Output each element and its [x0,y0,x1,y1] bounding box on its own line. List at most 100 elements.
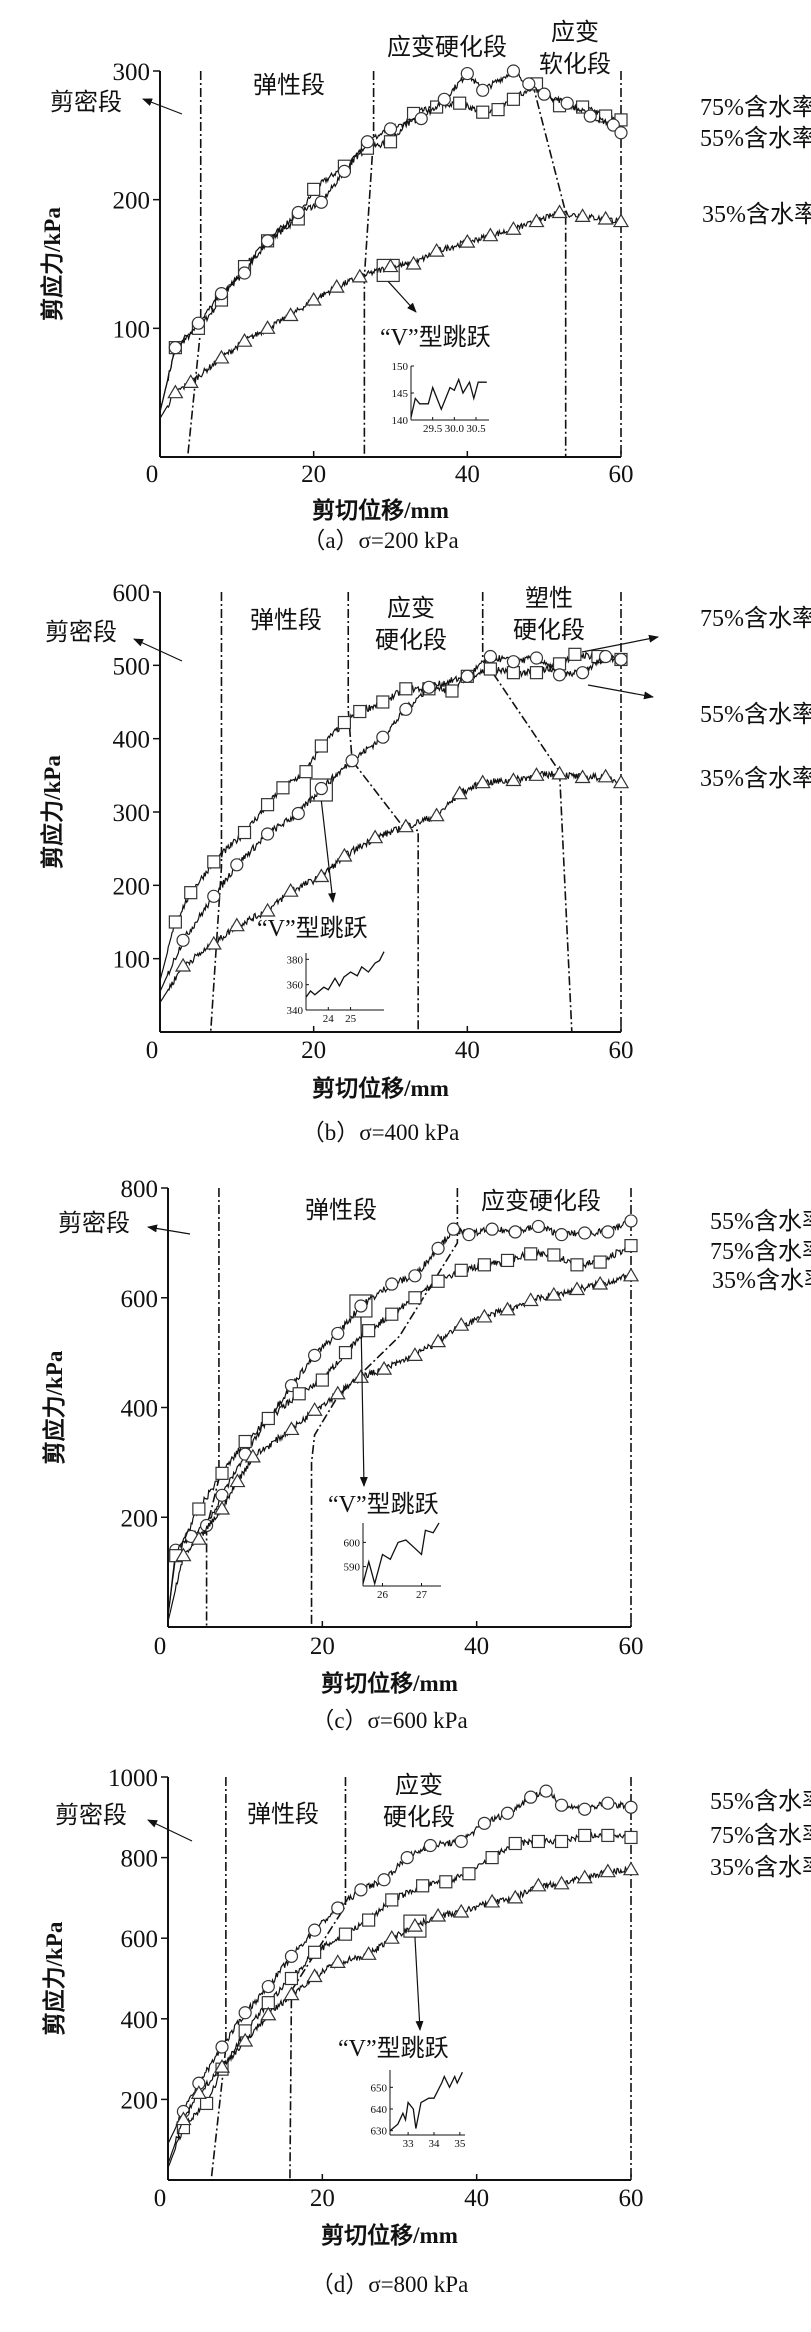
y-tick-label: 100 [113,947,151,974]
square-marker [477,1258,491,1272]
inset-y-tick-label: 380 [287,954,304,966]
triangle-marker [476,1308,493,1323]
square-marker [385,1893,399,1907]
panel-c: 0 20 40 60 200 400 600 800 剪切位移/mm 剪应力/kPa （c）σ=60… [41,1176,811,1733]
y-tick-label: 400 [121,2007,159,2034]
stage-label: 弹性段 [305,1197,377,1224]
triangle-marker [352,1369,369,1383]
triangle-marker [213,1500,231,1515]
inset-y-tick-label: 590 [344,1562,361,1574]
x-tick-label: 40 [455,1037,480,1064]
triangle-marker [505,221,522,235]
circle-marker [524,1790,538,1804]
inset-y-tick-label: 140 [392,415,409,427]
square-marker [362,1913,376,1927]
square-marker [508,1836,522,1851]
dilatancy-arrow [133,638,183,662]
square-marker [308,1945,322,1959]
triangle-marker [282,883,299,897]
stage-label: 弹性段 [250,607,322,634]
triangle-marker [612,213,630,228]
circle-marker [199,1518,214,1533]
dilatancy-arrow [147,1819,193,1842]
square-marker [439,1875,453,1889]
square-marker [338,1927,353,1941]
y-axis-title: 剪应力/kPa [39,207,65,321]
circle-marker [624,1214,638,1228]
circle-marker [446,1222,461,1236]
circle-marker [191,316,206,330]
inset-line [389,2071,463,2132]
circle-marker [506,655,521,669]
triangle-marker [507,1889,524,1904]
stage-label: 弹性段 [253,72,325,99]
square-marker [338,1346,353,1360]
v-jump-arrow [320,800,336,903]
square-marker [500,1253,515,1268]
x-tick-label: 40 [455,461,480,488]
triangle-marker [482,227,499,242]
circle-marker [554,1798,569,1812]
square-marker [383,135,398,149]
y-tick-label: 200 [113,188,151,215]
triangle-marker [213,2058,231,2073]
inset-x-tick-label: 27 [416,1589,428,1601]
circle-marker [477,1816,491,1830]
triangle-marker [360,1946,377,1960]
series-label: 75%含水率 [700,94,811,121]
inset-y-tick-label: 150 [392,361,409,373]
v-jump-label: “V”型跳跃 [328,1491,439,1518]
triangle-marker [175,1547,192,1562]
circle-marker [385,1277,399,1291]
circle-marker [476,83,490,97]
square-marker [506,92,521,106]
square-marker [260,798,275,812]
triangle-marker [530,1877,547,1892]
series-label: 35%含水率 [712,1267,811,1294]
inset-line [362,1522,440,1587]
square-marker [483,662,497,676]
y-tick-label: 800 [121,1846,159,1873]
square-marker [431,1274,445,1288]
circle-marker [207,889,221,903]
triangle-marker [175,957,192,972]
dilatancy-arrow [142,98,183,115]
square-marker [462,1867,476,1881]
circle-marker [454,1834,468,1849]
phase-boundary-line [186,71,202,458]
y-tick-label: 200 [121,1505,159,1532]
triangle-marker [612,774,630,789]
dilatancy-arrow [147,1224,191,1235]
square-marker [570,1258,584,1272]
phase-boundary-line [210,1777,227,2181]
phase-boundary-line [531,83,567,457]
circle-marker [462,1228,476,1242]
square-marker [554,1834,569,1849]
triangle-marker [237,2032,254,2047]
triangle-marker [260,2006,277,2021]
x-tick-label: 60 [619,1633,644,1660]
circle-marker [552,668,567,682]
triangle-marker [376,1360,393,1375]
circle-marker [308,1348,322,1362]
circle-marker [376,730,390,744]
circle-marker [260,234,275,248]
y-tick-label: 500 [113,653,151,680]
triangle-marker [622,1861,640,1876]
x-tick-label: 20 [301,461,326,488]
x-tick-label: 0 [154,1633,167,1660]
series-label: 75%含水率 [710,1238,811,1265]
stage-label: 硬化段 [383,1804,455,1831]
square-marker [593,1255,607,1269]
square-marker [399,682,413,696]
panel-caption: （b）σ=400 kPa [302,1120,460,1145]
panel-caption: （c）σ=600 kPa [311,1708,467,1733]
x-tick-label: 20 [310,1633,335,1660]
y-axis-title: 剪应力/kPa [41,1921,67,2035]
triangle-marker [622,1267,640,1282]
triangle-marker [329,1954,346,1968]
series-label: 55%含水率 [700,701,811,728]
inset-x-tick-label: 25 [345,1013,357,1025]
inset-x-tick-label: 24 [323,1013,335,1025]
square-marker [524,1247,538,1261]
